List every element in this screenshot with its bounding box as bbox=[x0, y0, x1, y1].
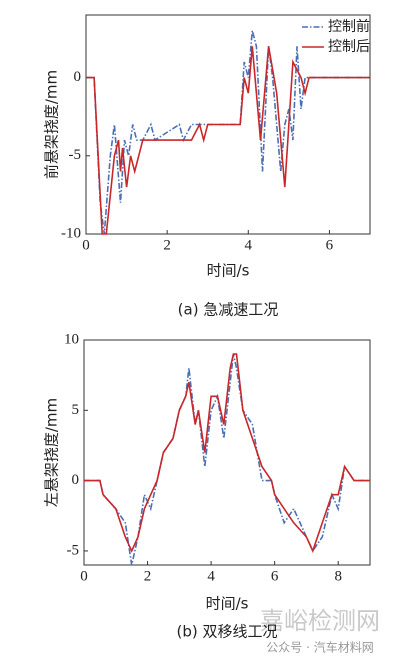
y-tick-label: -5 bbox=[69, 147, 82, 163]
x-tick-label: 0 bbox=[80, 568, 88, 584]
x-tick-label: 6 bbox=[271, 568, 279, 584]
legend-label: 控制前 bbox=[328, 18, 370, 35]
plot-frame bbox=[85, 14, 371, 235]
watermark-site: 嘉峪检测网 bbox=[260, 607, 380, 635]
x-tick-label: 4 bbox=[245, 237, 253, 253]
caption: (a) 急减速工况 bbox=[178, 301, 279, 319]
x-axis-label: 时间/s bbox=[206, 595, 249, 613]
x-axis-label: 时间/s bbox=[207, 262, 250, 280]
x-tick-label: 2 bbox=[144, 568, 152, 584]
y-tick-label: -5 bbox=[67, 542, 80, 558]
y-tick-label: 0 bbox=[74, 69, 82, 85]
y-tick-label: 5 bbox=[72, 402, 80, 418]
legend-label: 控制后 bbox=[328, 39, 370, 55]
series-line bbox=[84, 353, 370, 554]
series-line bbox=[84, 353, 370, 566]
x-tick-label: 2 bbox=[163, 237, 171, 253]
y-tick-label: 0 bbox=[72, 472, 80, 488]
series-line bbox=[86, 46, 370, 235]
y-axis-label: 左悬架挠度/mm bbox=[43, 398, 61, 507]
caption: (b) 双移线工况 bbox=[177, 623, 278, 641]
x-tick-label: 6 bbox=[326, 237, 334, 253]
watermark-source: 公众号 · 汽车材料网 bbox=[266, 640, 373, 655]
x-tick-label: 8 bbox=[334, 568, 342, 584]
series-line bbox=[86, 30, 370, 235]
y-axis-label: 前悬架挠度/mm bbox=[43, 70, 61, 179]
y-tick-label: -10 bbox=[61, 225, 81, 241]
x-tick-label: 4 bbox=[207, 568, 215, 584]
y-tick-label: 10 bbox=[64, 331, 79, 347]
x-tick-label: 0 bbox=[82, 237, 90, 253]
plot-frame bbox=[83, 339, 371, 566]
